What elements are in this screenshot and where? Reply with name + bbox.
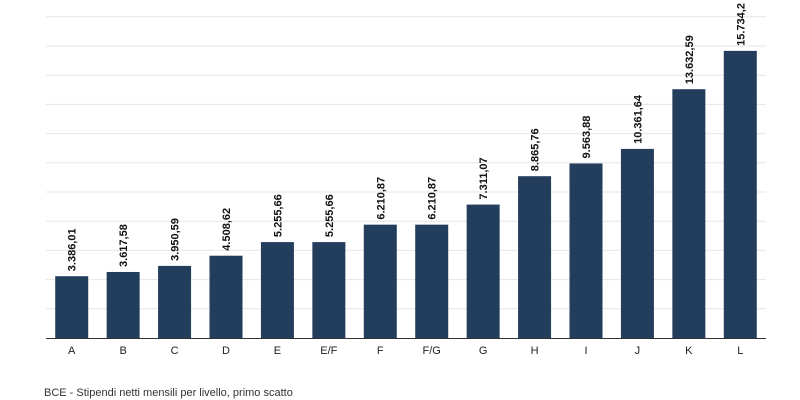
x-tick-label: I: [584, 345, 587, 357]
value-label: 7.311,07: [478, 157, 490, 199]
x-tick-label: L: [737, 345, 743, 357]
chart-caption: BCE - Stipendi netti mensili per livello…: [44, 387, 293, 399]
bar-d: [209, 255, 243, 338]
x-tick-label: E: [274, 345, 281, 357]
x-tick-label: J: [635, 345, 641, 357]
value-labels: 3.386,01 3.617,58 3.950,59 4.508,62 5.255,66…: [67, 3, 748, 271]
value-label: 15.734,2: [735, 3, 747, 46]
bar-i: [569, 163, 603, 338]
value-label: 5.255,66: [272, 194, 284, 237]
x-tick-label: K: [685, 345, 693, 357]
bar-b: [106, 271, 140, 338]
bar-l: [723, 50, 757, 338]
x-tick-label: E/F: [320, 345, 337, 357]
x-tick-label: C: [171, 345, 179, 357]
x-tick-label: A: [68, 345, 76, 357]
bar-c: [158, 265, 192, 338]
x-tick-label: H: [531, 345, 539, 357]
x-tick-label: F: [377, 345, 384, 357]
bar-e: [260, 242, 294, 338]
bar-h: [518, 176, 552, 338]
x-tick-label: F/G: [423, 345, 441, 357]
value-label: 8.865,76: [530, 128, 542, 171]
value-label: 3.950,59: [170, 218, 182, 261]
value-label: 3.617,58: [118, 224, 130, 267]
bar-f-g: [415, 224, 449, 338]
bar-f: [363, 224, 397, 338]
x-tick-label: D: [222, 345, 230, 357]
x-tick-label: G: [479, 345, 488, 357]
bars: [55, 50, 757, 338]
x-tick-labels: A B C D E E/F F F/G G H I J K L: [68, 345, 743, 357]
bar-a: [55, 276, 89, 338]
gridlines: [46, 16, 766, 310]
value-label: 10.361,64: [632, 94, 644, 144]
value-label: 6.210,87: [375, 177, 387, 220]
value-label: 4.508,62: [221, 208, 233, 251]
value-label: 13.632,59: [684, 35, 696, 84]
bar-j: [620, 148, 654, 338]
x-tick-label: B: [119, 345, 126, 357]
bar-k: [672, 89, 706, 338]
value-label: 9.563,88: [581, 116, 593, 159]
bar-e-f: [312, 242, 346, 338]
value-label: 6.210,87: [427, 177, 439, 220]
bar-g: [466, 204, 500, 338]
value-label: 3.386,01: [67, 228, 79, 271]
value-label: 5.255,66: [324, 194, 336, 237]
